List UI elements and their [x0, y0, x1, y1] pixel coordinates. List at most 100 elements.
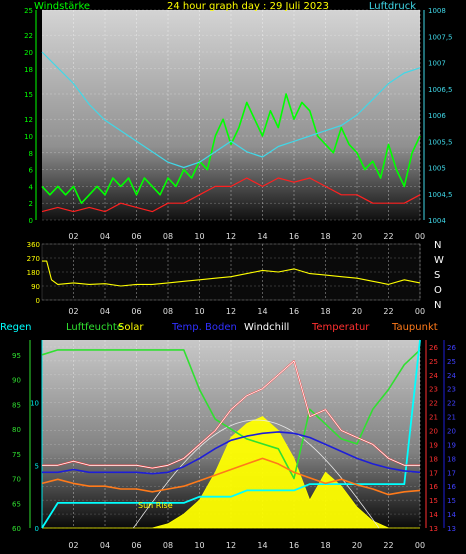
panel1-right-tick-label: 1005 — [428, 165, 446, 173]
right-axis-title: Luftdruck — [369, 1, 416, 12]
panel2-compass-label: N — [434, 300, 441, 311]
panel1-left-tick-label: 18 — [24, 66, 33, 74]
panel2-x-tick-label: 14 — [257, 307, 267, 316]
panel3-soil-tick-label: 20 — [447, 428, 456, 436]
panel3-rain-tick-label: 10 — [30, 400, 39, 408]
panel3-temp-tick-label: 14 — [429, 511, 438, 519]
panel3-temp-tick-label: 23 — [429, 386, 438, 394]
legend-rain: Regen — [0, 322, 32, 333]
panel3-temp-tick-label: 19 — [429, 441, 438, 449]
panel3-rain-tick-label: 5 — [35, 462, 39, 470]
panel3-x-tick-label: 14 — [257, 541, 267, 550]
panel1-x-tick-label: 04 — [100, 232, 110, 241]
panel1-left-tick-label: 2 — [29, 200, 33, 208]
panel2-compass-label: W — [434, 255, 444, 266]
panel3-soil-tick-label: 14 — [447, 511, 456, 519]
sunrise-label: Sun Rise — [138, 501, 173, 510]
series-line-luftdruck — [41, 51, 421, 169]
panel1-right-tick-label: 1004 — [428, 217, 446, 225]
panel2-compass-label: S — [434, 270, 440, 281]
panel2-x-tick-label: 10 — [194, 307, 204, 316]
panel3-soil-tick-label: 17 — [447, 469, 456, 477]
panel3-temp-tick-label: 21 — [429, 414, 438, 422]
sun-elevation-curve — [132, 419, 380, 529]
panel1-left-tick-label: 4 — [29, 183, 34, 191]
panel3-humidity-tick-label: 80 — [12, 426, 21, 434]
panel2-x-tick-label: 06 — [131, 307, 141, 316]
panel2-left-tick-label: 180 — [27, 269, 40, 277]
panel2-x-tick-label: 20 — [352, 307, 362, 316]
series-line-windchill — [42, 360, 420, 469]
panel3-x-tick-label: 22 — [383, 541, 393, 550]
panel1-left-tick-label: 12 — [24, 116, 33, 124]
series-line-windst-rke — [41, 93, 421, 204]
panel2-x-tick-label: 18 — [320, 307, 330, 316]
panel1-left-tick-label: 22 — [24, 32, 33, 40]
panel1-x-tick-label: 10 — [194, 232, 204, 241]
panel3-temp-tick-label: 22 — [429, 400, 438, 408]
panel3-humidity-tick-label: 90 — [12, 377, 21, 385]
panel3-x-tick-label: 18 — [320, 541, 330, 550]
panel3-soil-tick-label: 26 — [447, 344, 456, 352]
panel1-left-tick-label: 10 — [24, 133, 33, 141]
panel3-temp-tick-label: 16 — [429, 483, 438, 491]
panel2-compass-label: O — [434, 285, 442, 296]
panel1-x-tick-label: 16 — [289, 232, 299, 241]
panel3-temp-tick-label: 25 — [429, 358, 438, 366]
panel3-humidity-tick-label: 95 — [12, 352, 21, 360]
panel1-right-tick-label: 1005,5 — [428, 138, 453, 146]
series-line-temp-boden — [42, 431, 421, 475]
panel1-x-tick-label: 00 — [415, 232, 425, 241]
panel2-x-tick-label: 00 — [415, 307, 425, 316]
panel1-x-tick-label: 22 — [383, 232, 393, 241]
panel3-x-tick-label: 02 — [68, 541, 78, 550]
panel1-x-tick-label: 18 — [320, 232, 330, 241]
panel3-humidity-tick-label: 70 — [12, 476, 21, 484]
panel3-humidity-tick-label: 60 — [12, 525, 21, 533]
panel2-x-tick-label: 02 — [68, 307, 78, 316]
left-axis-title: Windstärke — [34, 1, 90, 12]
panel3-soil-tick-label: 23 — [447, 386, 456, 394]
panel3-x-tick-label: 20 — [352, 541, 362, 550]
panel2-x-tick-label: 12 — [226, 307, 236, 316]
panel3-temp-tick-label: 18 — [429, 455, 438, 463]
panel2-x-tick-label: 22 — [383, 307, 393, 316]
panel3-temp-tick-label: 17 — [429, 469, 438, 477]
panel2-left-tick-label: 360 — [27, 241, 40, 249]
panel3-temp-tick-label: 20 — [429, 428, 438, 436]
panel3-soil-tick-label: 18 — [447, 455, 456, 463]
series-line-windrichtung — [42, 260, 421, 287]
legend-dewpoint: Taupunkt — [391, 322, 438, 333]
panel2-left-tick-label: 0 — [36, 297, 40, 305]
legend-soil-temp: Temp. Boden — [171, 322, 237, 333]
panel1-right-tick-label: 1004,5 — [428, 191, 453, 199]
panel3-x-tick-label: 08 — [163, 541, 173, 550]
panel1-x-tick-label: 20 — [352, 232, 362, 241]
series-line-taupunkt — [41, 457, 421, 496]
panel3-humidity-tick-label: 65 — [12, 500, 21, 508]
panel1-right-tick-label: 1006 — [428, 112, 446, 120]
panel3-temp-tick-label: 15 — [429, 497, 438, 505]
series-area-solar — [42, 416, 420, 529]
panel2-left-tick-label: 270 — [27, 255, 40, 263]
panel3-soil-tick-label: 25 — [447, 358, 456, 366]
legend-temperature: Temperatur — [311, 322, 370, 333]
panel3-temp-tick-label: 13 — [429, 525, 438, 533]
panel1-x-tick-label: 12 — [226, 232, 236, 241]
legend-solar: Solar — [118, 322, 144, 333]
legend-windchill: Windchill — [244, 322, 289, 333]
panel1-left-tick-label: 0 — [29, 217, 33, 225]
panel3-soil-tick-label: 19 — [447, 441, 456, 449]
chart-title: 24 hour graph day : 29 Juli 2023 — [167, 1, 329, 12]
panel1-left-tick-label: 25 — [24, 7, 33, 15]
panel3-soil-tick-label: 15 — [447, 497, 456, 505]
panel3-x-tick-label: 00 — [415, 541, 425, 550]
panel3-soil-tick-label: 16 — [447, 483, 456, 491]
panel1-left-tick-label: 20 — [24, 49, 33, 57]
panel3-soil-tick-label: 13 — [447, 525, 456, 533]
panel1-left-tick-label: 6 — [29, 167, 34, 175]
panel1-left-tick-label: 15 — [24, 91, 33, 99]
panel1-right-tick-label: 1008 — [428, 7, 446, 15]
